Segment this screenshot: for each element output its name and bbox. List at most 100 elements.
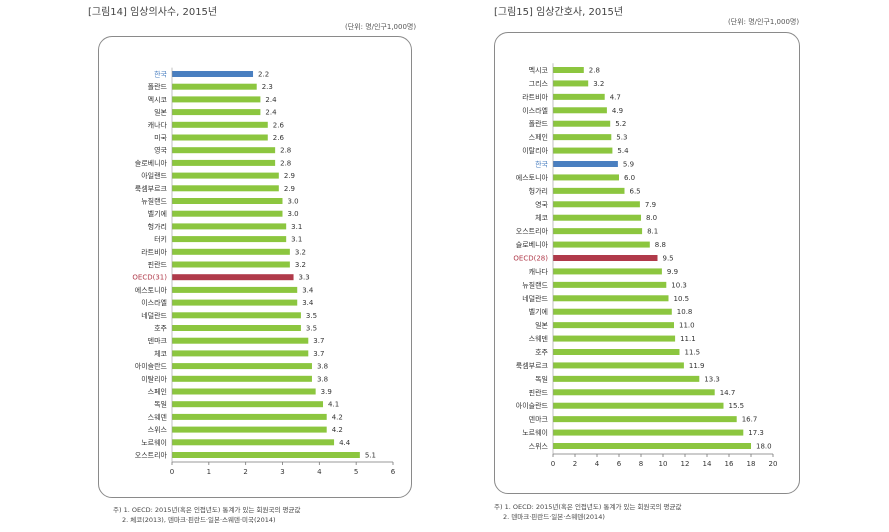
right-notes: 주) 1. OECD: 2015년(혹은 인접년도) 통계가 있는 회원국의 평… xyxy=(494,502,681,522)
bar xyxy=(553,107,607,114)
category-label: 네덜란드 xyxy=(522,294,548,303)
category-label: 영국 xyxy=(535,200,548,209)
bar xyxy=(172,286,298,293)
value-label: 2.8 xyxy=(280,159,291,167)
x-tick-label: 0 xyxy=(551,460,555,468)
value-label: 3.0 xyxy=(288,210,299,218)
value-label: 11.0 xyxy=(679,322,695,330)
category-label: 이탈리아 xyxy=(141,374,167,383)
bar xyxy=(172,426,327,433)
value-label: 7.9 xyxy=(645,201,656,209)
left-note-1: 주) 1. OECD: 2015년(혹은 인접년도) 통계가 있는 회원국의 평… xyxy=(113,506,301,514)
value-label: 3.7 xyxy=(313,350,324,358)
value-label: 11.1 xyxy=(680,335,696,343)
bar xyxy=(553,147,613,154)
category-label: 독일 xyxy=(154,400,167,409)
value-label: 11.9 xyxy=(689,362,705,370)
value-label: 2.8 xyxy=(280,147,291,155)
bar xyxy=(553,214,641,221)
category-label: 아일랜드 xyxy=(141,171,167,180)
x-tick-label: 12 xyxy=(681,460,690,468)
x-tick-label: 3 xyxy=(280,468,284,476)
category-label: 호주 xyxy=(535,349,548,357)
right-chart: 멕시코 2.8 그리스 3.2 라트비아 4.7 이스라엘 4.9 폴란드 5.2 스페인 5.3 이탈… xyxy=(513,63,778,468)
value-label: 4.1 xyxy=(328,401,339,409)
category-label: 라트비아 xyxy=(141,247,167,256)
bar xyxy=(172,109,261,116)
bar xyxy=(172,375,312,382)
category-label: 폴란드 xyxy=(529,120,549,128)
bar xyxy=(553,161,618,167)
value-label: 9.9 xyxy=(667,268,678,276)
bar xyxy=(172,261,290,268)
value-label: 8.0 xyxy=(646,214,657,222)
bar xyxy=(553,187,625,194)
x-tick-label: 4 xyxy=(317,468,322,476)
right-figure-title: [그림15] 임상간호사, 2015년 xyxy=(494,7,624,18)
left-chart: 한국 2.2 폴란드 2.3 멕시코 2.4 일본 2.4 캐나다 2.6 미국 2.6 영국 2.8 슬로… xyxy=(132,67,396,476)
category-label: 덴마크 xyxy=(148,336,168,345)
value-label: 15.5 xyxy=(729,402,745,410)
category-label: 아이슬란드 xyxy=(135,362,168,371)
bar xyxy=(172,210,283,217)
bar xyxy=(172,413,327,420)
category-label: 스웨덴 xyxy=(148,412,167,421)
value-label: 8.8 xyxy=(655,241,666,249)
bar xyxy=(553,80,589,87)
bar xyxy=(553,268,662,275)
category-label: 벨기에 xyxy=(529,307,548,316)
category-label: 그리스 xyxy=(529,79,549,88)
value-label: 6.5 xyxy=(630,187,641,195)
value-label: 11.5 xyxy=(685,349,701,357)
bar xyxy=(553,375,700,382)
value-label: 5.2 xyxy=(615,120,626,128)
category-label: 에스토니아 xyxy=(135,285,168,294)
bar xyxy=(172,248,290,255)
value-label: 14.7 xyxy=(720,389,736,397)
bar xyxy=(172,223,287,230)
value-label: 16.7 xyxy=(742,416,758,424)
category-label: 스페인 xyxy=(148,387,167,396)
value-label: 2.8 xyxy=(589,67,600,75)
value-label: 4.7 xyxy=(610,93,621,101)
bar xyxy=(172,350,309,357)
x-tick-label: 20 xyxy=(769,460,778,468)
right-chart-panel: 멕시코 2.8 그리스 3.2 라트비아 4.7 이스라엘 4.9 폴란드 5.2 스페인 5.3 이탈… xyxy=(494,32,800,494)
category-label: 슬로베니아 xyxy=(516,240,549,249)
right-note-1: 주) 1. OECD: 2015년(혹은 인접년도) 통계가 있는 회원국의 평… xyxy=(494,503,682,511)
bar xyxy=(172,439,335,446)
bar xyxy=(553,362,684,369)
category-label: 일본 xyxy=(535,321,548,330)
category-label: 이탈리아 xyxy=(522,146,548,155)
category-label: 네덜란드 xyxy=(141,311,167,320)
value-label: 3.2 xyxy=(295,248,306,256)
category-label: 멕시코 xyxy=(529,66,549,75)
value-label: 3.1 xyxy=(291,236,302,244)
category-label: 캐나다 xyxy=(529,267,549,276)
value-label: 2.2 xyxy=(258,71,269,79)
value-label: 10.3 xyxy=(671,281,687,289)
category-label: 오스트리아 xyxy=(135,451,168,460)
value-label: 9.5 xyxy=(663,255,674,263)
value-label: 3.5 xyxy=(306,325,317,333)
category-label: 오스트리아 xyxy=(516,227,549,236)
bar xyxy=(553,201,640,208)
value-label: 2.4 xyxy=(265,109,277,117)
value-label: 10.8 xyxy=(677,308,693,316)
bar xyxy=(553,228,643,235)
bar xyxy=(553,416,737,423)
category-label: 이스라엘 xyxy=(522,106,548,115)
category-label: 라트비아 xyxy=(522,92,548,101)
category-label: 호주 xyxy=(154,325,167,333)
bar xyxy=(172,172,279,179)
value-label: 2.9 xyxy=(284,172,295,180)
value-label: 17.3 xyxy=(748,429,764,437)
bar xyxy=(553,241,650,248)
x-tick-label: 2 xyxy=(573,460,577,468)
value-label: 8.1 xyxy=(647,228,658,236)
x-tick-label: 8 xyxy=(639,460,643,468)
category-label: 헝가리 xyxy=(529,186,548,195)
value-label: 6.0 xyxy=(624,174,635,182)
value-label: 13.3 xyxy=(704,375,720,383)
bar xyxy=(172,185,279,192)
